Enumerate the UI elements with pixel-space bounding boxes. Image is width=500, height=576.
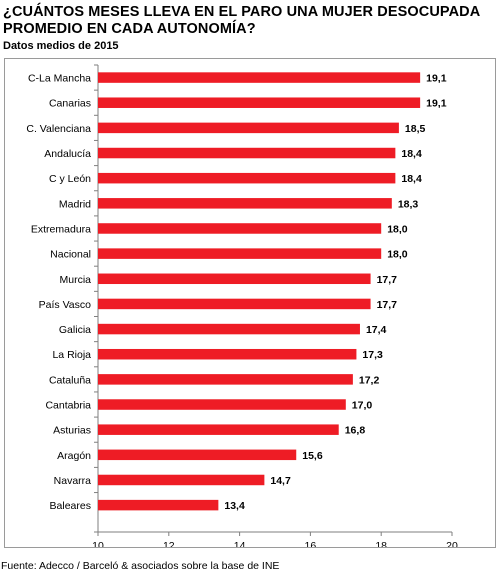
data-label: 16,8 <box>345 425 366 437</box>
data-label: 18,4 <box>401 148 422 160</box>
category-label: Extremadura <box>31 223 91 235</box>
bar <box>98 474 265 486</box>
bar <box>98 72 421 83</box>
bar <box>98 374 353 385</box>
chart-subtitle: Datos medios de 2015 <box>3 40 119 52</box>
data-label: 17,3 <box>362 349 383 361</box>
data-label: 19,1 <box>426 98 447 110</box>
data-label: 18,0 <box>387 223 408 235</box>
category-label: C-La Mancha <box>28 73 91 85</box>
bar <box>98 147 396 159</box>
category-label: Navarra <box>54 475 92 487</box>
bar <box>98 323 360 335</box>
bar-chart: C-La Mancha 19,1 Canarias 19,1 C. Valenciana… <box>26 64 458 547</box>
x-tick-label: 16 <box>305 540 317 547</box>
chart-frame: C-La Mancha 19,1 Canarias 19,1 C. Valenciana… <box>4 58 496 548</box>
data-label: 18,5 <box>405 123 426 135</box>
data-label: 17,7 <box>377 299 398 311</box>
x-tick-label: 20 <box>446 540 458 547</box>
data-label: 17,2 <box>359 374 380 386</box>
category-label: Nacional <box>50 249 91 261</box>
bar <box>98 198 392 209</box>
bar <box>98 348 357 360</box>
category-label: Canarias <box>49 98 91 110</box>
category-label: C y León <box>49 173 91 185</box>
bar <box>98 172 396 184</box>
category-label: Murcia <box>59 274 91 286</box>
x-tick-label: 12 <box>163 540 175 547</box>
bar <box>98 424 339 435</box>
data-label: 15,6 <box>302 450 323 462</box>
category-label: Aragón <box>57 450 91 462</box>
data-label: 18,4 <box>401 173 422 185</box>
bar <box>98 122 399 134</box>
data-label: 14,7 <box>270 475 291 487</box>
category-label: Cataluña <box>49 374 91 386</box>
data-label: 18,3 <box>398 198 419 210</box>
chart-title: ¿CUÁNTOS MESES LLEVA EN EL PARO UNA MUJE… <box>3 4 480 37</box>
bar <box>98 298 371 310</box>
category-label: Galicia <box>59 324 91 336</box>
bar <box>98 449 297 461</box>
x-tick-label: 10 <box>92 540 104 547</box>
category-label: Madrid <box>59 198 91 210</box>
bar <box>98 97 421 108</box>
category-label: País Vasco <box>39 299 91 311</box>
data-label: 13,4 <box>224 500 245 512</box>
bar <box>98 399 346 410</box>
data-label: 17,0 <box>352 400 373 412</box>
bar <box>98 223 382 234</box>
bar <box>98 273 371 285</box>
data-label: 17,4 <box>366 324 387 336</box>
x-tick-label: 18 <box>375 540 387 547</box>
bar <box>98 248 382 259</box>
category-label: Baleares <box>50 500 91 512</box>
source-note: Fuente: Adecco / Barceló & asociados sob… <box>1 560 280 572</box>
category-label: C. Valenciana <box>26 123 91 135</box>
category-label: Cantabria <box>45 400 91 412</box>
data-label: 17,7 <box>377 274 398 286</box>
bar <box>98 499 219 511</box>
data-label: 19,1 <box>426 73 447 85</box>
category-label: Asturias <box>53 425 91 437</box>
x-tick-label: 14 <box>234 540 246 547</box>
data-label: 18,0 <box>387 249 408 261</box>
category-label: La Rioja <box>52 349 91 361</box>
category-label: Andalucía <box>44 148 91 160</box>
